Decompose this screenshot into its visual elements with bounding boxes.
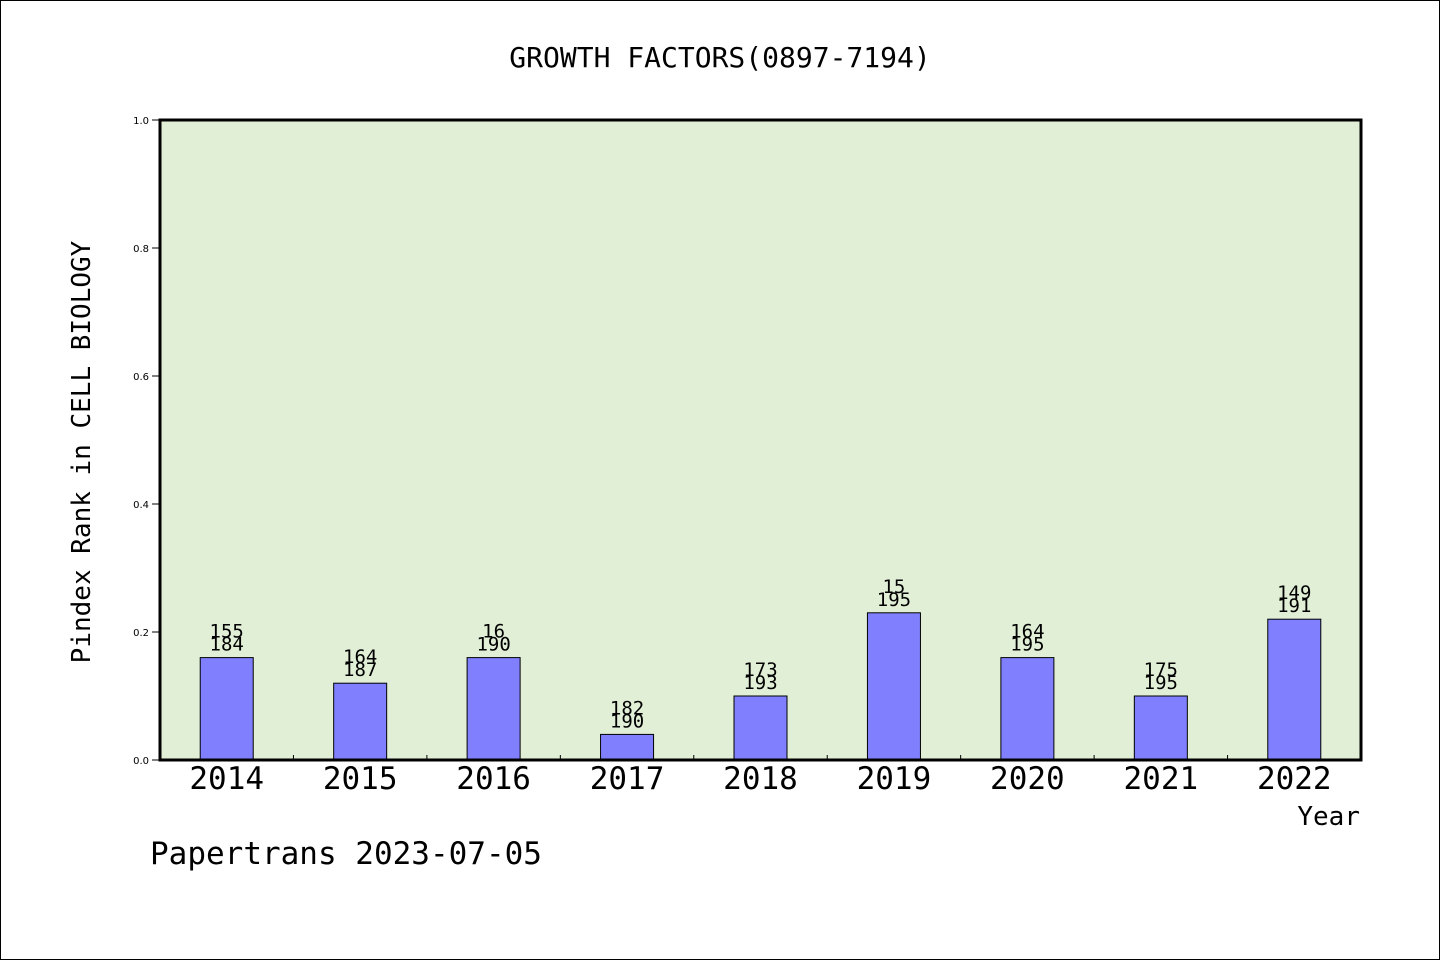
x-tick-label-2017: 2017 [590,761,665,797]
bar-rank-label-2015: 164 [343,646,377,668]
bar-total-label-2015: 187 [343,659,377,681]
y-tick-label: 0.8 [133,244,149,255]
x-tick-label-2018: 2018 [723,761,798,797]
x-tick-label-2016: 2016 [456,761,531,797]
x-tick-label-2021: 2021 [1124,761,1199,797]
bar-rank-label-2021: 175 [1144,659,1178,681]
bar-rank-label-2022: 149 [1277,582,1311,604]
chart-title: GROWTH FACTORS(0897-7194) [509,41,930,74]
y-axis-ticks: 0.0 0.2 0.4 0.6 0.8 1.0 [133,116,160,767]
bar-labels-layer: 1551841641871619018219017319315195164195… [210,576,1312,733]
bar-2017 [600,733,655,761]
bar-rank-label-2018: 173 [743,659,777,681]
plot-border [158,118,1363,762]
bar-total-label-2016: 190 [476,634,510,656]
bars-layer [199,612,1322,761]
bar-2019 [866,612,921,761]
y-tick-label: 0.6 [133,372,149,383]
bar-2018 [733,695,788,761]
bar-2020 [1000,657,1055,761]
bar-total-label-2017: 190 [610,710,644,732]
y-tick-label: 1.0 [133,116,149,127]
y-tick-label: 0.4 [133,500,149,511]
bar-total-label-2019: 195 [877,589,911,611]
bar-rank-label-2016: 16 [482,621,505,643]
bar-rank-label-2020: 164 [1010,621,1044,643]
x-axis-ticks: 2014 2015 2016 2017 2018 2019 2020 2021 2022 [189,755,1332,797]
bar-2022 [1267,618,1322,761]
x-tick-label-2014: 2014 [189,761,264,797]
bar-rank-label-2019: 15 [882,576,905,598]
x-axis-label: Year [1297,802,1360,832]
bar-rank-label-2017: 182 [610,697,644,719]
bar-total-label-2022: 191 [1277,595,1311,617]
bar-total-label-2020: 195 [1010,634,1044,656]
bar-total-label-2014: 184 [210,634,244,656]
y-tick-label: 0.0 [133,756,149,767]
watermark-text: Papertrans 2023-07-05 [150,836,542,872]
bar-2021 [1133,695,1188,761]
x-tick-label-2022: 2022 [1257,761,1332,797]
y-axis-label: Pindex Rank in CELL BIOLOGY [67,240,97,663]
bar-2014 [199,657,254,761]
bar-2016 [466,657,521,761]
x-tick-label-2015: 2015 [323,761,398,797]
y-tick-label: 0.2 [133,628,149,639]
bar-2015 [333,682,388,761]
plot-area [160,120,1361,760]
bar-total-label-2018: 193 [743,672,777,694]
x-tick-label-2020: 2020 [990,761,1065,797]
bar-rank-label-2014: 155 [210,621,244,643]
bar-total-label-2021: 195 [1144,672,1178,694]
x-tick-label-2019: 2019 [857,761,932,797]
